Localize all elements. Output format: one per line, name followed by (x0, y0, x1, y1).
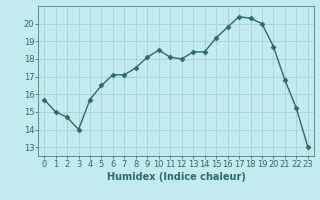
X-axis label: Humidex (Indice chaleur): Humidex (Indice chaleur) (107, 172, 245, 182)
